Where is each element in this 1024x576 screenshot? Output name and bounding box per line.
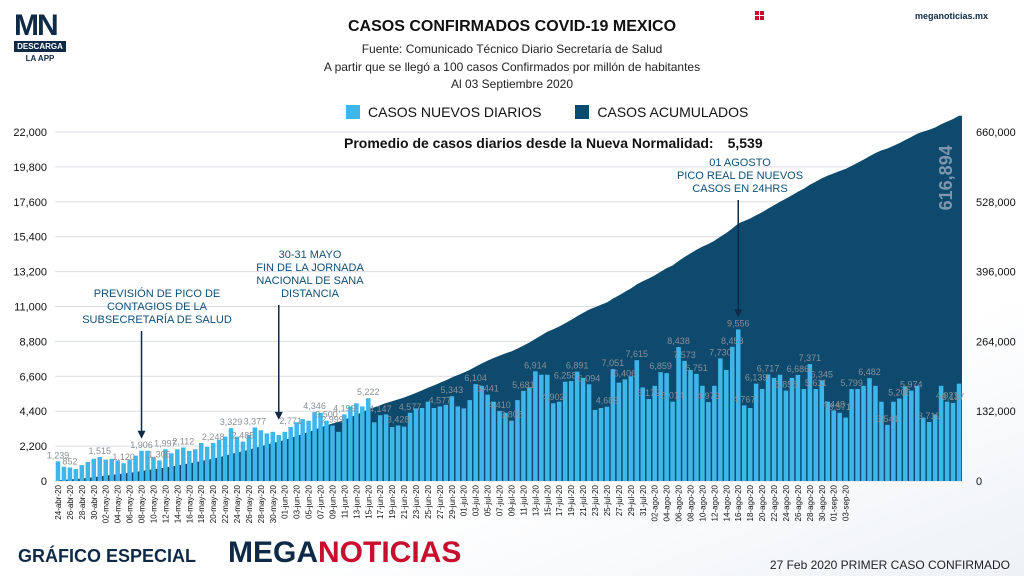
chart-note: A partir que se llegó a 100 casos Confir…	[323, 60, 701, 74]
logo-letters: MN	[14, 9, 66, 42]
logo-download-bar: DESCARGA	[14, 41, 66, 52]
footer-brand[interactable]: MEGANOTICIAS	[228, 536, 461, 570]
footer-brand-b: NOTICIAS	[318, 536, 462, 569]
legend-swatch-cumulative	[575, 105, 590, 119]
legend-swatch-daily	[346, 105, 360, 119]
footer-first-case: 27 Feb 2020 PRIMER CASO CONFIRMADO	[769, 558, 1010, 572]
average-label: Promedio de casos diarios desde la Nueva…	[344, 135, 714, 151]
site-url[interactable]: meganoticias.mx	[914, 11, 988, 21]
average-banner: Promedio de casos diarios desde la Nueva…	[344, 135, 763, 151]
legend-item-cumulative: CASOS ACUMULADOS	[575, 104, 748, 120]
chart-legend: CASOS NUEVOS DIARIOS CASOS ACUMULADOS	[346, 104, 778, 120]
chart-source: Fuente: Comunicado Técnico Diario Secret…	[361, 42, 663, 56]
logo-letter-a: M	[14, 9, 39, 42]
legend-label-cumulative: CASOS ACUMULADOS	[597, 104, 749, 120]
logo-letter-b: N	[37, 9, 59, 42]
footer-special-label: GRÁFICO ESPECIAL	[18, 546, 197, 566]
chart-title: CASOS CONFIRMADOS COVID-19 MEXICO	[347, 18, 677, 35]
brand-icon	[755, 11, 764, 20]
average-value: 5,539	[727, 135, 763, 151]
app-logo[interactable]: MN DESCARGA LA APP	[14, 9, 66, 63]
footer-brand-a: MEGA	[228, 536, 318, 569]
chart-date: Al 03 Septiembre 2020	[450, 77, 574, 91]
legend-label-daily: CASOS NUEVOS DIARIOS	[368, 104, 542, 120]
logo-subtitle: LA APP	[25, 54, 55, 63]
legend-item-daily: CASOS NUEVOS DIARIOS	[346, 104, 541, 120]
